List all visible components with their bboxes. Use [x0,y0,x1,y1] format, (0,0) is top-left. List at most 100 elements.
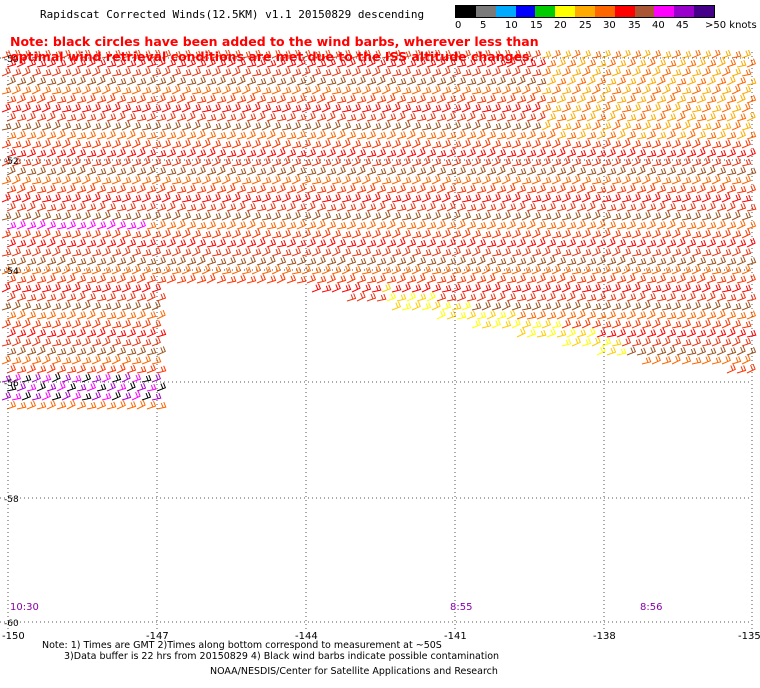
wind-barb [401,50,412,59]
wind-barb [336,59,347,68]
wind-barb [526,185,537,194]
wind-barb [536,131,547,140]
wind-barb [96,400,107,410]
wind-barb [486,58,496,68]
wind-barb [466,131,477,140]
wind-barb [431,157,442,167]
wind-barb [141,265,152,275]
wind-barb [686,347,697,356]
wind-barb [21,212,32,221]
wind-barb [716,149,727,158]
wind-barb [581,86,592,95]
wind-barb [321,50,332,59]
wind-barb [656,148,667,158]
wind-barb [516,112,526,122]
wind-barb [166,238,176,248]
wind-barb [171,67,182,77]
wind-barb [416,77,427,86]
wind-barb [171,210,181,221]
wind-barb [736,76,747,86]
wind-barb [371,86,382,95]
wind-barb [406,129,416,140]
wind-barb [86,329,97,338]
wind-barb [536,148,546,158]
wind-barb [56,112,67,122]
wind-barb [76,221,87,230]
wind-barb [346,147,356,158]
wind-barb [616,185,627,194]
wind-barb [36,256,46,266]
wind-barb [166,257,177,266]
wind-barb [681,176,692,185]
wind-barb [141,212,152,221]
wind-barb [96,167,107,176]
wind-barb [626,293,637,302]
wind-barb [91,355,101,365]
wind-barb [71,50,82,59]
wind-barb [241,176,252,185]
wind-barb [506,275,517,284]
wind-barb [21,66,31,77]
wind-barb [436,203,447,212]
wind-barb [311,67,322,77]
wind-barb [391,50,402,59]
colorbar-label: 40 [652,20,665,31]
wind-barb [51,266,62,275]
wind-barb [121,229,132,239]
wind-barb [506,183,516,194]
wind-barb [511,212,522,221]
wind-barb [631,122,642,131]
wind-barb [646,220,656,230]
wind-barb [601,158,612,167]
wind-barb [201,194,212,203]
wind-barb [111,391,121,401]
wind-barb [96,131,107,140]
wind-barb [616,275,627,284]
wind-barb [531,320,542,329]
wind-barb [26,364,36,374]
wind-barb [691,104,702,113]
wind-barb [26,58,37,68]
wind-barb [716,309,726,320]
wind-barb [686,149,697,158]
wind-barb [11,266,22,275]
wind-barb [66,273,76,284]
wind-barb [536,329,547,338]
wind-barb [246,256,256,266]
wind-barb [646,77,657,86]
wind-barb [741,85,752,95]
wind-barb [11,194,22,203]
wind-barb [261,50,272,59]
wind-barb [506,94,516,104]
wind-barb [466,58,477,68]
wind-barb [666,59,677,68]
wind-barb [301,122,312,131]
wind-barb [161,265,172,275]
wind-barb [471,86,482,95]
wind-barb [471,103,482,113]
wind-barb [131,138,141,149]
wind-barb [231,122,242,131]
wind-barb [626,256,637,266]
wind-barb [661,193,672,203]
wind-barb [541,319,552,329]
wind-barb [6,131,17,140]
wind-barb [736,328,747,338]
wind-barb [61,85,72,95]
wind-barb [136,256,147,266]
wind-barb [376,238,386,248]
wind-barb [36,239,47,248]
wind-barb [171,50,182,59]
wind-barb [296,239,307,248]
wind-barb [336,149,347,158]
wind-barb [421,193,431,203]
wind-barb [96,274,107,284]
wind-barb [196,255,206,266]
wind-barb [531,301,542,311]
wind-barb [546,112,557,122]
wind-barb [16,77,27,86]
wind-barb [676,237,686,248]
time-label: 8:56 [640,602,662,613]
wind-barb [491,212,502,221]
wind-barb [486,77,497,86]
